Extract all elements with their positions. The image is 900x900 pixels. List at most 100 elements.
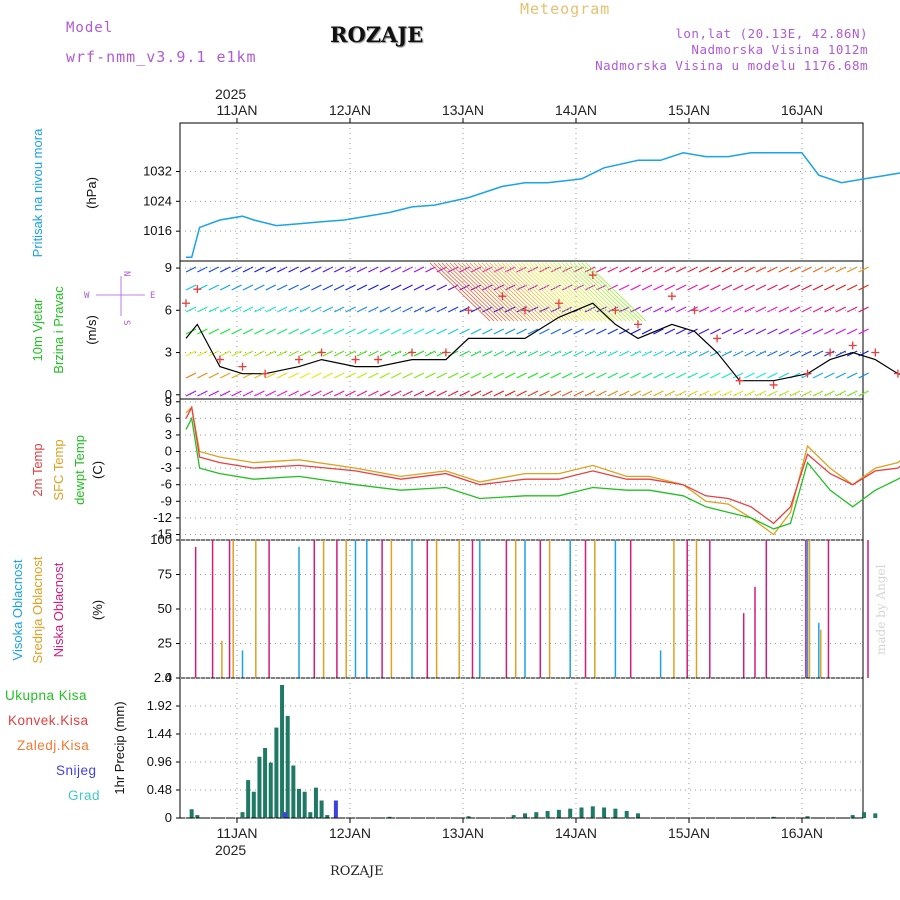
wind-arrow-icon (653, 328, 664, 335)
y-tick-label: 1024 (143, 193, 172, 208)
wind-arrow-icon (197, 328, 208, 335)
gust-marker (667, 292, 676, 301)
wind-arrow-icon (469, 262, 531, 322)
wind-arrow-icon (493, 262, 555, 322)
wind-arrow-icon (641, 328, 653, 335)
wind-arrow-icon (425, 350, 436, 357)
wind-arrow-icon (425, 328, 436, 335)
wind-arrow-icon (489, 262, 551, 322)
wind-arrow-icon (653, 372, 664, 379)
gust-marker (735, 376, 744, 385)
precip-bar (602, 807, 607, 818)
precip-bar (268, 762, 273, 818)
wind-arrow-icon (835, 284, 847, 291)
wind-arrow-icon (429, 262, 491, 322)
wind-arrow-icon (470, 372, 482, 379)
wind-arrow-icon (219, 328, 231, 335)
wind-arrow-icon (824, 350, 835, 357)
wind-arrow-icon (824, 372, 835, 379)
wind-arrow-icon (630, 266, 641, 273)
wind-arrow-icon (755, 390, 767, 397)
wind-arrow-icon (242, 328, 254, 335)
wind-arrow-icon (379, 266, 391, 273)
wind-arrow-icon (509, 262, 571, 322)
wind-arrow-icon (767, 372, 778, 379)
wind-arrow-icon (527, 328, 539, 335)
wind-arrow-icon (390, 306, 402, 313)
wind-arrow-icon (529, 262, 591, 322)
gust-marker (893, 369, 900, 378)
wind-arrow-icon (858, 372, 869, 379)
wind-arrow-icon (276, 328, 288, 335)
wind-arrow-icon (242, 350, 254, 357)
day-tick-bottom: 14JAN (555, 825, 597, 841)
pressure-unit: (hPa) (84, 177, 99, 209)
wind-arrow-icon (265, 372, 277, 379)
wind-arrow-icon (288, 284, 299, 291)
wind-arrow-icon (333, 372, 345, 379)
wind-arrow-icon (732, 306, 744, 313)
wind-arrow-icon (630, 390, 641, 397)
gust-marker (182, 299, 190, 308)
wind-arrow-icon (846, 306, 858, 313)
wind-arrow-icon (767, 350, 778, 357)
wind-arrow-icon (641, 390, 653, 397)
wind-arrow-icon (721, 328, 733, 335)
day-tick-top: 13JAN (442, 102, 484, 118)
wind-arrow-icon (732, 266, 744, 273)
wind-arrow-icon (687, 372, 698, 379)
y-tick-label: -3 (160, 460, 172, 475)
wind-arrow-icon (607, 350, 619, 357)
wind-arrow-icon (322, 284, 334, 291)
y-tick-label: 0 (165, 810, 172, 825)
wind-arrow-icon (641, 350, 653, 357)
wind-arrow-icon (254, 266, 265, 273)
precip-bar (636, 813, 640, 818)
y-tick-label: 50 (158, 601, 172, 616)
wind-arrow-icon (345, 350, 356, 357)
wind-arrow-icon (653, 266, 664, 273)
wind-arrow-icon (778, 350, 790, 357)
wind-arrow-icon (824, 266, 835, 273)
wind-arrow-icon (687, 350, 698, 357)
wind-arrow-icon (675, 372, 687, 379)
legend-convective-rain: Konvek.Kisa (8, 713, 89, 728)
y-tick-label: 9 (165, 394, 172, 409)
wind-arrow-icon (447, 306, 459, 313)
wind-arrow-icon (675, 350, 687, 357)
wind-arrow-icon (493, 372, 505, 379)
wind-arrow-icon (710, 328, 721, 335)
temp2m-ylabel: 2m Temp (30, 443, 45, 496)
precip-bar (240, 812, 245, 818)
wind-arrow-icon (618, 372, 630, 379)
wind-arrow-icon (219, 390, 231, 397)
wind-arrow-icon (858, 328, 869, 335)
wind-arrow-icon (322, 266, 334, 273)
gust-marker (690, 306, 699, 315)
wind-arrow-icon (288, 372, 299, 379)
wind-arrow-icon (778, 372, 790, 379)
wind-arrow-icon (254, 306, 265, 313)
day-tick-bottom: 13JAN (442, 825, 484, 841)
wind-arrow-icon (276, 372, 288, 379)
wind-arrow-icon (208, 372, 220, 379)
wind-arrow-icon (539, 390, 550, 397)
wind-arrow-icon (584, 328, 596, 335)
wind-arrow-icon (767, 390, 778, 397)
wind-arrow-icon (356, 350, 368, 357)
wind-arrow-icon (561, 390, 573, 397)
wind-arrow-icon (755, 350, 767, 357)
wind-arrow-icon (550, 328, 562, 335)
wind-arrow-icon (698, 266, 710, 273)
wind-arrow-icon (445, 262, 507, 322)
wind-arrow-icon (812, 266, 824, 273)
wind-arrow-icon (755, 306, 767, 313)
wind-arrow-icon (231, 350, 242, 357)
wind-arrow-icon (584, 350, 596, 357)
wind-arrow-icon (618, 350, 630, 357)
wind-arrow-icon (390, 266, 402, 273)
gust-marker (441, 348, 450, 357)
wind-arrow-icon (675, 328, 687, 335)
wind-arrow-icon (835, 390, 847, 397)
